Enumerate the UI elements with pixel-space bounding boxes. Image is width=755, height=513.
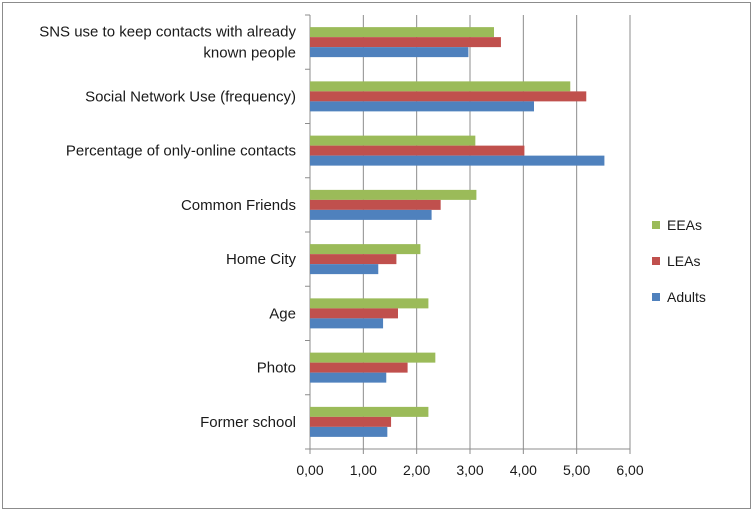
bar-leas bbox=[310, 416, 392, 427]
x-tick-label: 5,00 bbox=[563, 462, 590, 478]
category-label: Age bbox=[269, 305, 296, 322]
category-label: Former school bbox=[200, 414, 296, 431]
bar-eeas bbox=[310, 27, 494, 38]
bar-adults bbox=[310, 101, 534, 112]
legend-swatch-leas bbox=[652, 257, 660, 265]
bar-leas bbox=[310, 308, 398, 319]
category-label: Social Network Use (frequency) bbox=[85, 88, 296, 105]
bar-eeas bbox=[310, 135, 476, 146]
category-label-line: Former school bbox=[200, 414, 296, 431]
bar-adults bbox=[310, 47, 469, 58]
category-label: Photo bbox=[257, 360, 296, 377]
bar-leas bbox=[310, 145, 525, 156]
legend-swatch-adults bbox=[652, 293, 660, 301]
legend-label-leas: LEAs bbox=[667, 253, 700, 269]
category-label-line: SNS use to keep contacts with already bbox=[39, 24, 296, 41]
category-label-line: Photo bbox=[257, 360, 296, 377]
bar-leas bbox=[310, 254, 397, 265]
bar-chart: 0,00 1,00 2,00 3,00 4,00 5,00 6,00 SNS use to k… bbox=[39, 14, 706, 478]
category-label: Common Friends bbox=[181, 197, 296, 214]
category-label: SNS use to keep contacts with already kno… bbox=[39, 24, 296, 62]
category-label-line: Percentage of only-online contacts bbox=[66, 143, 296, 160]
x-tick-label: 4,00 bbox=[510, 462, 537, 478]
x-tick-label: 2,00 bbox=[403, 462, 430, 478]
bar-leas bbox=[310, 37, 501, 48]
category-label-line: known people bbox=[203, 45, 296, 62]
category-label-line: Age bbox=[269, 305, 296, 322]
category-label: Percentage of only-online contacts bbox=[66, 143, 296, 160]
x-tick-label: 3,00 bbox=[456, 462, 483, 478]
x-tick-label: 1,00 bbox=[350, 462, 377, 478]
bar-leas bbox=[310, 91, 587, 102]
bar-eeas bbox=[310, 189, 477, 200]
bar-eeas bbox=[310, 298, 429, 309]
bar-adults bbox=[310, 372, 387, 383]
bar-adults bbox=[310, 209, 432, 220]
bar-eeas bbox=[310, 406, 429, 417]
bar-eeas bbox=[310, 81, 571, 92]
bar-eeas bbox=[310, 352, 436, 363]
bar-leas bbox=[310, 199, 441, 210]
x-tick-label: 6,00 bbox=[616, 462, 643, 478]
category-label-line: Common Friends bbox=[181, 197, 296, 214]
bar-leas bbox=[310, 362, 408, 373]
category-label-line: Home City bbox=[226, 251, 297, 268]
bar-adults bbox=[310, 426, 388, 437]
x-tick-label: 0,00 bbox=[296, 462, 323, 478]
legend-label-eeas: EEAs bbox=[667, 217, 702, 233]
category-label: Home City bbox=[226, 251, 297, 268]
legend-label-adults: Adults bbox=[667, 289, 706, 305]
bar-adults bbox=[310, 318, 384, 329]
category-label-line: Social Network Use (frequency) bbox=[85, 88, 296, 105]
bar-eeas bbox=[310, 244, 421, 255]
bar-adults bbox=[310, 155, 605, 166]
bar-adults bbox=[310, 264, 379, 275]
legend-swatch-eeas bbox=[652, 221, 660, 229]
